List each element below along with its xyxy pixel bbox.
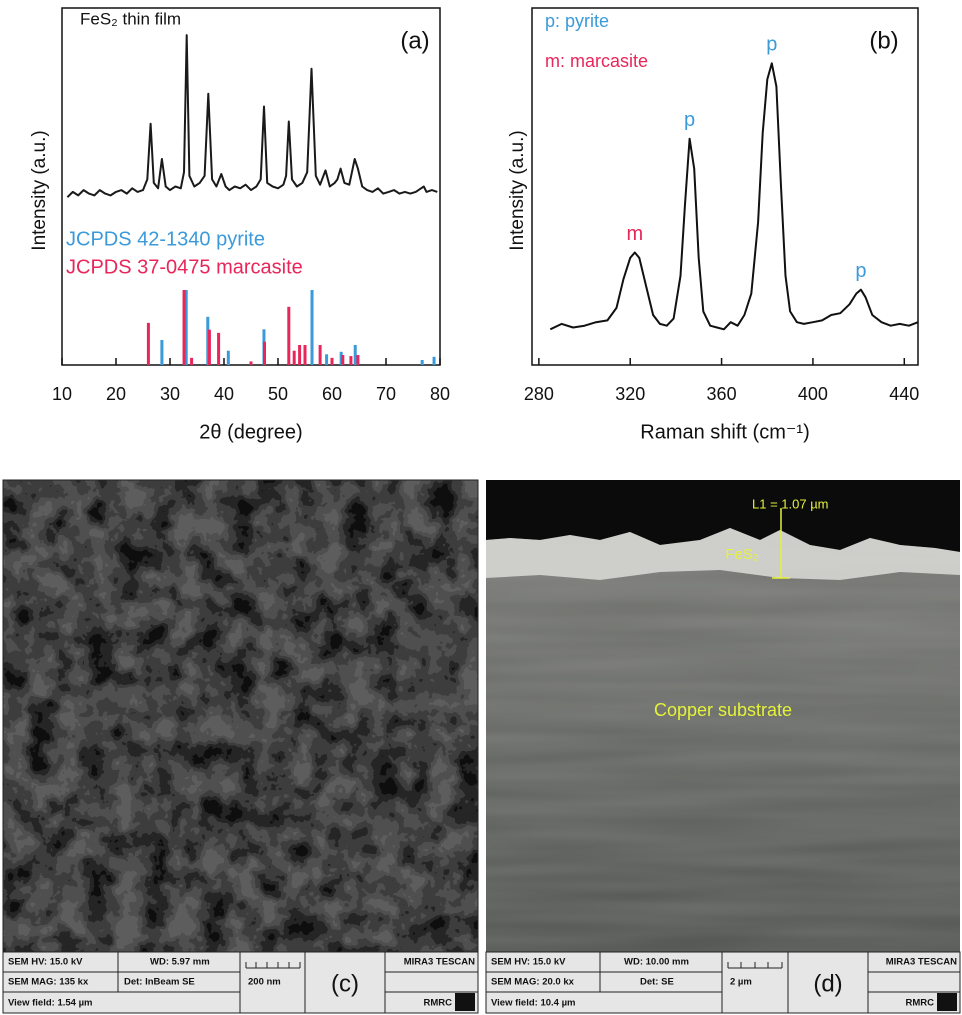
x-tick-label: 30 xyxy=(160,384,180,404)
x-tick-label: 360 xyxy=(707,384,737,404)
hv: SEM HV: 15.0 kV xyxy=(8,957,83,968)
x-tick-label: 40 xyxy=(214,384,234,404)
x-tick-label: 320 xyxy=(615,384,645,404)
legend-entry: JCPDS 37-0475 marcasite xyxy=(66,256,303,278)
x-tick-label: 400 xyxy=(798,384,828,404)
panel-label: (c) xyxy=(331,970,359,997)
x-tick-label: 440 xyxy=(889,384,919,404)
info-bar-c: SEM HV: 15.0 kV WD: 5.97 mm MIRA3 TESCAN… xyxy=(2,951,479,1014)
spectrum-line xyxy=(549,62,919,331)
scale: 2 µm xyxy=(730,977,752,988)
substrate-label: Copper substrate xyxy=(654,700,792,720)
wd: WD: 5.97 mm xyxy=(150,957,210,968)
mag: SEM MAG: 135 kx xyxy=(8,977,89,988)
annotation: FeS₂ thin film xyxy=(80,9,181,28)
det: Det: InBeam SE xyxy=(124,977,195,988)
legend-note: p: pyrite xyxy=(545,11,609,31)
x-axis-label: 2θ (degree) xyxy=(199,421,302,443)
lab: RMRC xyxy=(906,998,935,1009)
x-tick-label: 20 xyxy=(106,384,126,404)
spectrum-line xyxy=(66,34,438,198)
layer-label: FeS₂ xyxy=(725,546,759,563)
peak-label: p xyxy=(766,34,777,56)
thickness-label: L1 = 1.07 µm xyxy=(752,496,829,511)
legend-note: m: marcasite xyxy=(545,51,648,71)
det: Det: SE xyxy=(640,977,674,988)
view-field: View field: 1.54 µm xyxy=(8,998,93,1009)
panel-label: (b) xyxy=(869,27,898,54)
sem-image-d: L1 = 1.07 µm FeS₂ Copper substrate xyxy=(486,480,960,952)
sem-image-c xyxy=(2,479,479,953)
x-tick-label: 280 xyxy=(524,384,554,404)
scale: 200 nm xyxy=(248,977,281,988)
peak-label: p xyxy=(684,109,695,131)
info-bar-d: SEM HV: 15.0 kV WD: 10.00 mm MIRA3 TESCA… xyxy=(485,951,961,1014)
peak-label: m xyxy=(626,223,643,245)
brand: MIRA3 TESCAN xyxy=(404,957,475,968)
x-axis-label: Raman shift (cm⁻¹) xyxy=(640,421,809,443)
x-tick-label: 70 xyxy=(376,384,396,404)
mag: SEM MAG: 20.0 kx xyxy=(491,977,575,988)
panel-label: (a) xyxy=(400,27,429,54)
x-tick-label: 80 xyxy=(430,384,450,404)
panel-label: (d) xyxy=(813,970,842,997)
legend-entry: JCPDS 42-1340 pyrite xyxy=(66,228,265,250)
y-axis-label: Intensity (a.u.) xyxy=(29,130,50,250)
y-axis-label: Intensity (a.u.) xyxy=(507,130,528,250)
wd: WD: 10.00 mm xyxy=(624,957,689,968)
x-tick-label: 50 xyxy=(268,384,288,404)
lab: RMRC xyxy=(424,998,453,1009)
peak-label: p xyxy=(855,260,866,282)
hv: SEM HV: 15.0 kV xyxy=(491,957,566,968)
x-tick-label: 60 xyxy=(322,384,342,404)
plot-frame xyxy=(531,7,919,366)
brand: MIRA3 TESCAN xyxy=(886,957,957,968)
x-tick-label: 10 xyxy=(52,384,72,404)
plot-frame xyxy=(61,7,441,366)
view-field: View field: 10.4 µm xyxy=(491,998,576,1009)
